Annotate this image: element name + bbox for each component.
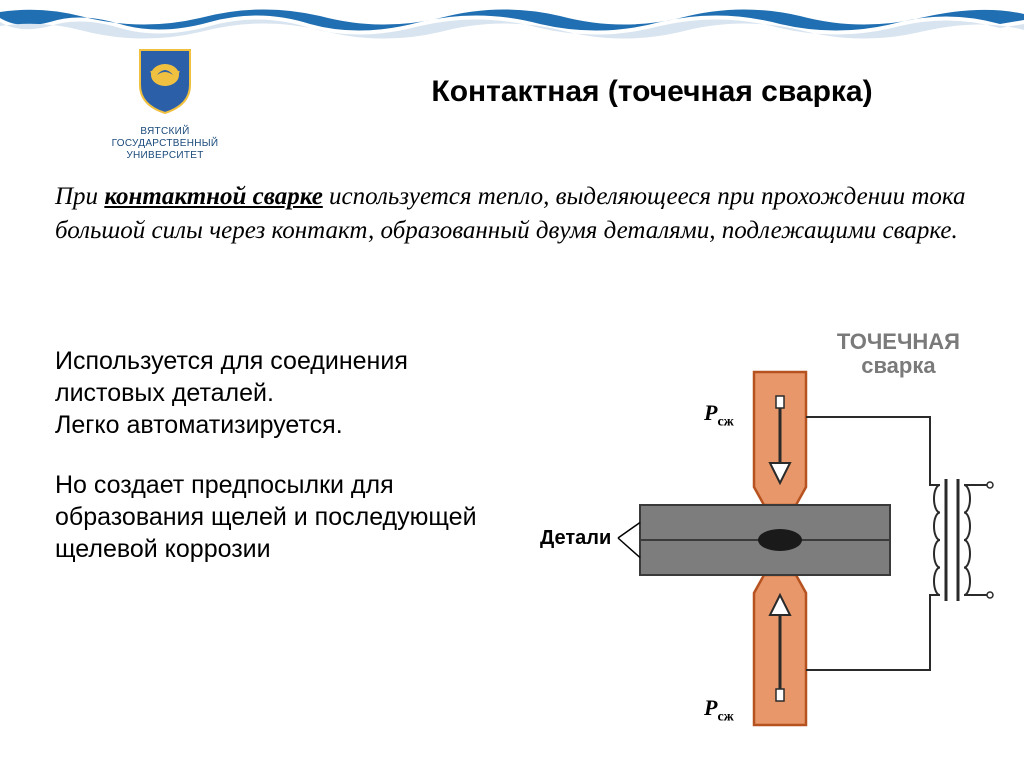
p-sub-top: сж [717,414,733,429]
p-symbol-bot: P [704,695,717,720]
spot-welding-diagram: ТОЧЕЧНАЯ сварка Pсж Pсж Детали [530,330,1000,750]
body-text: Используется для соединения листовых дет… [55,345,485,593]
diagram-title-1: ТОЧЕЧНАЯ [837,329,960,354]
force-label-bottom: Pсж [704,695,734,725]
force-label-top: Pсж [704,400,734,430]
body-p1: Используется для соединения листовых дет… [55,347,408,407]
intro-paragraph: При контактной сварке используется тепло… [55,180,969,248]
uni-name-1: ВЯТСКИЙ [100,126,230,138]
intro-bold: контактной сварке [104,183,322,210]
intro-prefix: При [55,183,104,210]
body-p2: Легко автоматизируется. [55,411,343,439]
shield-icon [135,45,195,115]
p-symbol-top: P [704,400,717,425]
diagram-title: ТОЧЕЧНАЯ сварка [837,330,960,378]
uni-name-3: УНИВЕРСИТЕТ [100,150,230,162]
p-sub-bot: сж [717,709,733,724]
body-p3: Но создает предпосылки для образования щ… [55,469,485,565]
university-logo: ВЯТСКИЙ ГОСУДАРСТВЕННЫЙ УНИВЕРСИТЕТ [100,45,230,162]
page-title: Контактная (точечная сварка) [320,75,984,109]
uni-name-2: ГОСУДАРСТВЕННЫЙ [100,138,230,150]
diagram-title-2: сварка [861,353,935,378]
parts-label: Детали [540,527,611,550]
